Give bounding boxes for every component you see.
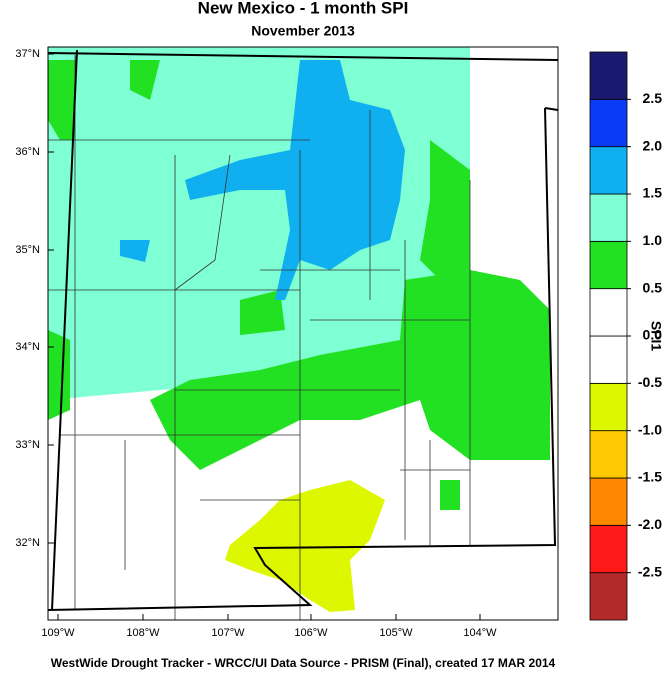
colorbar-label: -1.0 (638, 421, 662, 437)
colorbar-swatch (589, 477, 628, 526)
colorbar-label: 2.5 (643, 90, 663, 106)
colorbar-swatch (589, 51, 628, 100)
lon-label: 104°W (463, 627, 497, 639)
lat-label: 33°N (15, 439, 40, 451)
colorbar-swatch (589, 288, 628, 337)
lat-label: 36°N (15, 146, 40, 158)
map-area (48, 47, 558, 620)
colorbar-swatch (589, 193, 628, 242)
colorbar-swatch (589, 335, 628, 384)
lon-label: 108°W (126, 627, 160, 639)
colorbar-swatch (589, 572, 628, 621)
colorbar-label: 0.0 (643, 327, 663, 343)
lon-label: 107°W (211, 627, 245, 639)
colorbar-title: SPI1 (648, 321, 664, 352)
colorbar-label: -1.5 (638, 469, 662, 485)
lat-label: 32°N (15, 537, 40, 549)
subtitle: November 2013 (251, 23, 355, 39)
plot-frame (47, 46, 559, 621)
colorbar-label: -2.0 (638, 516, 662, 532)
colorbar-swatch (589, 430, 628, 479)
colorbar-swatch (589, 382, 628, 432)
colorbar-label: 0.5 (643, 279, 663, 295)
lon-label: 106°W (294, 627, 328, 639)
colorbar-label: 1.0 (643, 232, 663, 248)
title: New Mexico - 1 month SPI (198, 0, 409, 17)
colorbar-swatch (589, 240, 628, 290)
lat-label: 37°N (15, 48, 40, 60)
lon-label: 105°W (379, 627, 413, 639)
lat-label: 34°N (15, 341, 40, 353)
colorbar-swatch (589, 146, 628, 195)
colorbar-label: 1.5 (643, 185, 663, 201)
colorbar-label: -2.5 (638, 563, 662, 579)
colorbar-label: 2.0 (643, 137, 663, 153)
colorbar-swatch (589, 98, 628, 148)
colorbar-label: -0.5 (638, 374, 662, 390)
colorbar-swatch (589, 524, 628, 574)
lat-label: 35°N (15, 244, 40, 256)
footer: WestWide Drought Tracker - WRCC/UI Data … (51, 656, 556, 670)
lon-label: 109°W (41, 627, 75, 639)
